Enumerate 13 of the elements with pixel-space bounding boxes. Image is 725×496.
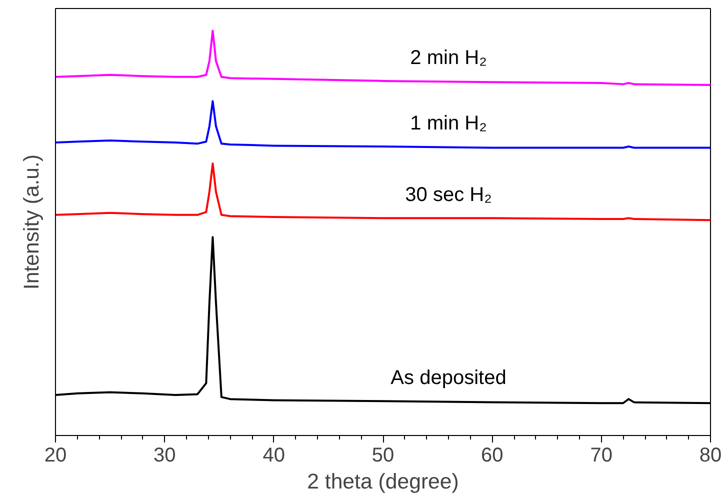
x-tick-label: 60	[481, 444, 504, 466]
series-label: As deposited	[390, 366, 506, 389]
x-tick-label: 40	[262, 444, 285, 466]
series-label: 30 sec H₂	[405, 184, 492, 206]
y-axis-title: Intensity (a.u.)	[20, 154, 44, 290]
series-label: 2 min H₂	[410, 46, 487, 69]
x-axis-title: 2 theta (degree)	[307, 470, 459, 494]
x-tick-label: 50	[372, 444, 394, 466]
x-tick-label: 30	[154, 444, 176, 466]
x-tick-label: 20	[44, 444, 67, 466]
x-tick-label: 80	[699, 444, 722, 466]
x-tick-label: 70	[590, 444, 612, 466]
series-label: 1 min H₂	[410, 112, 487, 134]
